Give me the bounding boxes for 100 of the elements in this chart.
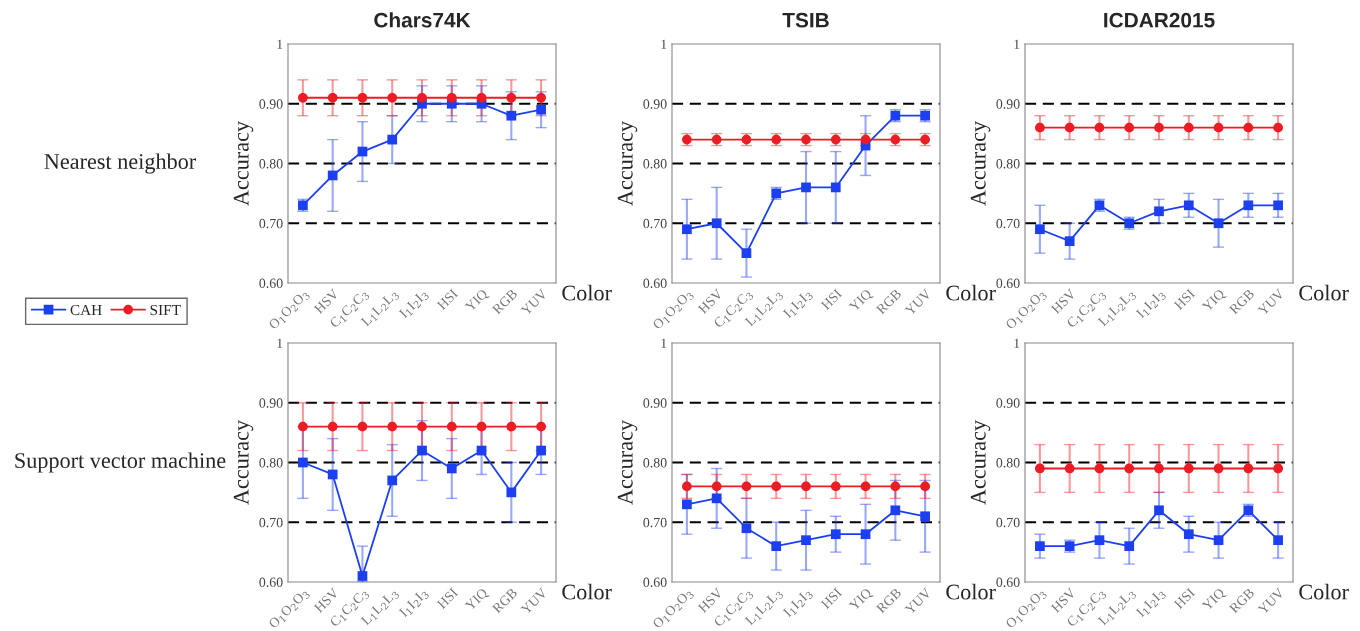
y-tick-label: 1 [1014, 39, 1020, 49]
point [682, 224, 692, 235]
point [476, 421, 487, 432]
point [801, 481, 811, 492]
y-tick-label: 0.80 [996, 159, 1020, 169]
y-axis-title: Accuracy [233, 121, 254, 206]
x-tick-label: I$_{1}$I$_{2}$I$_{3}$ [1135, 588, 1167, 619]
x-axis-title: Color [946, 284, 996, 301]
point [1213, 218, 1224, 229]
y-tick-label: 0.60 [259, 577, 283, 588]
point [1094, 463, 1105, 474]
x-axis-title: Color [562, 284, 612, 301]
x-tick-label: I$_{1}$I$_{2}$I$_{3}$ [782, 588, 814, 619]
point [830, 481, 841, 492]
y-tick-label: 0.60 [996, 278, 1020, 289]
y-tick-label: 1 [1014, 338, 1020, 348]
point [1273, 535, 1283, 546]
x-tick-label: YIQ [464, 288, 490, 314]
y-tick-label: 1 [661, 338, 667, 348]
point [711, 493, 722, 504]
point [1154, 206, 1164, 217]
point [1124, 122, 1135, 133]
point [327, 421, 338, 432]
point [1183, 463, 1194, 474]
y-tick-label: 0.80 [996, 458, 1020, 468]
x-tick-label: HSI [820, 587, 843, 610]
y-tick-label: 0.90 [643, 398, 667, 408]
point [506, 110, 517, 121]
x-tick-label: I$_{1}$I$_{2}$I$_{3}$ [782, 289, 814, 320]
y-axis-title: Accuracy [617, 420, 638, 505]
y-tick-label: 0.90 [259, 99, 283, 109]
y-tick-label: 0.60 [996, 577, 1020, 588]
x-tick-label: HSI [1173, 587, 1196, 610]
y-tick-label: 0.70 [643, 218, 667, 229]
point [327, 170, 338, 181]
point [920, 511, 930, 522]
point [387, 421, 398, 432]
point [1213, 535, 1224, 546]
y-tick-label: 0.60 [643, 577, 667, 588]
point [506, 92, 517, 103]
point [1035, 463, 1045, 474]
point [860, 529, 871, 540]
point [1273, 200, 1283, 211]
y-tick-label: 0.80 [259, 159, 283, 169]
y-tick-label: 0.80 [259, 458, 283, 468]
text: Support vector machine [15, 452, 226, 473]
chart-title: ICDAR2015 [1104, 12, 1215, 28]
point [357, 571, 368, 581]
point [446, 463, 457, 474]
point [801, 535, 811, 546]
point [860, 481, 871, 492]
x-tick-label: YIQ [1201, 587, 1227, 613]
point [417, 92, 427, 103]
point [446, 421, 457, 432]
text: Nearest neighbor [44, 153, 197, 174]
point [506, 487, 517, 498]
point [536, 421, 546, 432]
x-axis-title: Color [562, 583, 612, 600]
point [1154, 505, 1164, 516]
point [1273, 122, 1283, 133]
point [711, 481, 722, 492]
point [1035, 122, 1045, 133]
x-tick-label: HSI [436, 288, 459, 311]
x-axis-title: Color [946, 583, 996, 600]
y-axis-title: Accuracy [617, 121, 638, 206]
y-axis-title: Accuracy [970, 121, 991, 206]
point [1064, 236, 1075, 247]
point [1183, 529, 1194, 540]
point [357, 421, 368, 432]
point [298, 457, 308, 468]
y-tick-label: 0.90 [996, 99, 1020, 109]
point [682, 499, 692, 510]
x-tick-label: O$_{1}$O$_{2}$O$_{3}$ [268, 288, 311, 332]
x-tick-label: O$_{1}$O$_{2}$O$_{3}$ [268, 587, 311, 631]
legend-label: CAH [70, 304, 102, 316]
legend-label: SIFT [150, 304, 181, 316]
point [357, 92, 368, 103]
point [1243, 200, 1254, 211]
y-tick-label: 0.90 [259, 398, 283, 408]
point [711, 218, 722, 229]
chart-title: TSIB [782, 12, 829, 28]
x-tick-label: O$_{1}$O$_{2}$O$_{3}$ [1005, 288, 1048, 332]
point [446, 92, 457, 103]
y-tick-label: 1 [661, 39, 667, 49]
x-tick-label: YIQ [848, 288, 874, 314]
point [890, 505, 901, 516]
point [327, 92, 338, 103]
point [1154, 122, 1164, 133]
point [298, 92, 308, 103]
y-tick-label: 0.80 [643, 458, 667, 468]
point [771, 481, 782, 492]
point [771, 541, 782, 552]
x-tick-label: HSI [436, 587, 459, 610]
x-tick-label: HSI [1173, 288, 1196, 311]
x-tick-label: YIQ [848, 587, 874, 613]
point [1124, 541, 1135, 552]
point [1213, 122, 1224, 133]
point [741, 523, 752, 534]
chart-title: Chars74K [374, 12, 471, 28]
x-tick-label: O$_{1}$O$_{2}$O$_{3}$ [652, 288, 695, 332]
